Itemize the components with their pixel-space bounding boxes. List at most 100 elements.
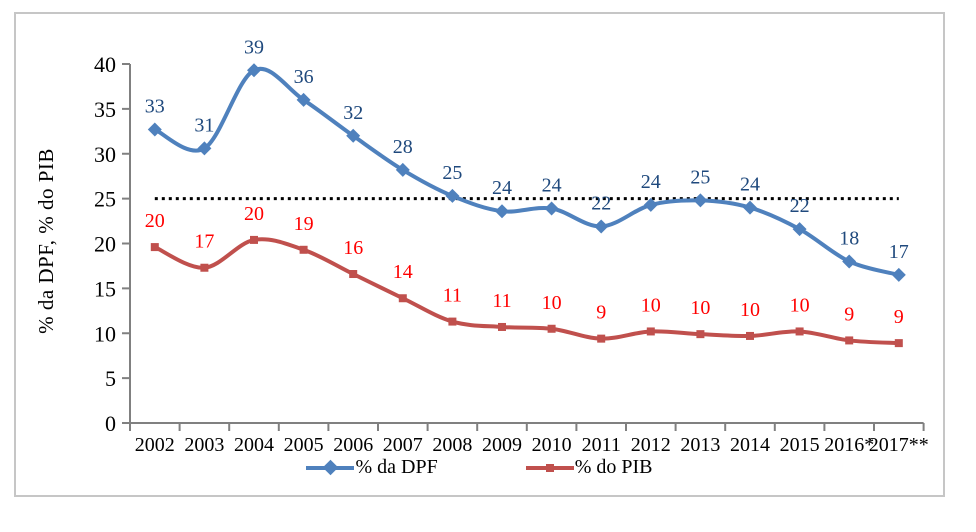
data-point-marker [197,141,212,156]
data-label: 17 [194,231,214,253]
data-label: 28 [393,136,413,158]
data-label: 10 [641,294,661,316]
y-tick-label: 35 [94,97,116,122]
x-tick-label: 2011 [582,434,621,456]
data-point-marker [395,162,410,177]
data-point-marker [693,193,708,208]
legend-label-dpf: % da DPF [355,456,438,478]
data-label: 10 [740,299,760,321]
data-label: 39 [244,36,264,58]
data-point-marker [544,201,559,216]
data-point-marker [792,222,807,237]
x-tick-label: 2017** [869,434,929,456]
data-point-marker [346,128,361,143]
x-tick-label: 2004 [234,434,274,456]
y-tick-label: 5 [105,366,116,391]
data-point-marker [147,122,162,137]
y-axis-title: % da DPF, % do PIB [34,148,58,334]
series-line-1 [152,237,901,346]
data-label: 11 [443,285,462,307]
pib-line-swatch-icon [525,463,574,472]
y-tick-label: 25 [94,187,116,212]
data-label: 10 [790,294,810,316]
data-point-marker [495,204,509,219]
x-tick-label: 2009 [482,434,522,456]
x-tick-label: 2007 [383,434,423,456]
x-tick-label: 2005 [284,434,324,456]
data-label: 17 [889,241,909,263]
x-tick-label: 2016* [824,434,874,456]
data-label: 31 [194,114,214,136]
data-label: 10 [542,292,562,314]
data-label: 24 [740,174,760,196]
y-tick-label: 40 [94,52,116,77]
legend-item-dpf: % da DPF [306,456,438,479]
dpf-line-swatch-icon [306,459,355,476]
data-point-marker [894,339,903,348]
data-label: 24 [542,174,562,196]
data-label: 16 [343,237,363,259]
data-label: 22 [790,195,810,217]
chart-svg: 0 5 10 15 20 25 30 35 40 2002 2003 2004 2005 2006 2007… [94,36,929,456]
data-point-marker [746,331,754,340]
data-point-marker [247,63,261,78]
x-tick-label: 2013 [680,434,720,456]
data-point-marker [594,219,609,234]
data-point-marker [200,263,209,272]
data-point-marker [795,327,804,336]
data-label: 9 [596,302,606,324]
data-label: 9 [844,303,854,325]
data-point-marker [743,200,757,215]
chart-figure: 0 5 10 15 20 25 30 35 40 2002 2003 2004 2005 2006 2007… [14,12,945,497]
data-point-marker [445,188,460,203]
x-tick-label: 2003 [184,434,224,456]
square-marker-icon [545,463,554,472]
x-tick-label: 2002 [135,434,175,456]
x-tick-label: 2012 [631,434,671,456]
x-tick-label: 2006 [333,434,373,456]
data-point-marker [299,245,308,254]
data-label: 18 [839,227,859,249]
data-point-marker [398,294,407,303]
diamond-marker-icon [323,459,339,476]
data-label: 33 [145,96,165,118]
data-point-marker [597,334,606,343]
data-point-marker [646,327,655,336]
data-label: 10 [690,297,710,319]
data-label: 11 [492,290,511,312]
data-point-marker [150,243,159,252]
data-label: 25 [690,166,710,188]
data-label: 20 [145,210,165,232]
data-point-marker [498,322,506,331]
data-label: 19 [294,213,314,235]
y-tick-label: 0 [105,411,116,436]
data-label: 20 [244,203,264,225]
data-label: 36 [294,66,314,88]
data-point-marker [448,317,457,326]
data-label: 9 [894,306,904,328]
y-tick-label: 15 [94,276,116,301]
data-label: 24 [641,171,661,193]
data-point-marker [842,254,857,269]
x-tick-label: 2014 [730,434,770,456]
data-point-marker [643,197,658,212]
series-line-0 [152,66,901,277]
data-label: 24 [492,177,512,199]
y-tick-label: 20 [94,232,116,257]
legend-label-pib: % do PIB [574,456,653,478]
data-label: 25 [442,162,462,184]
data-point-marker [250,235,258,244]
x-tick-label: 2015 [780,434,820,456]
data-label: 14 [393,261,413,283]
legend-item-pib: % do PIB [525,456,653,479]
data-point-marker [349,270,358,279]
chart-legend: % da DPF % do PIB [16,456,943,479]
data-label: 22 [591,192,611,214]
data-label: 32 [343,102,363,124]
data-point-marker [845,336,854,345]
x-tick-label: 2008 [432,434,472,456]
y-tick-label: 10 [94,321,116,346]
data-point-marker [547,324,556,333]
data-point-marker [296,92,311,107]
